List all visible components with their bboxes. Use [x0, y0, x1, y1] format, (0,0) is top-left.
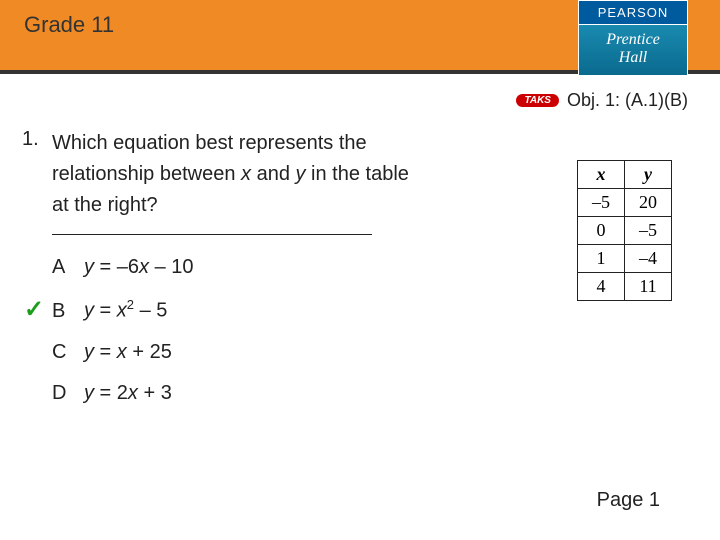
header-bar: Grade 11 PEARSON Prentice Hall — [0, 0, 720, 74]
checkmark-icon: ✓ — [24, 295, 44, 324]
table-row: –520 — [578, 189, 672, 217]
taks-badge: TAKS — [516, 94, 558, 107]
equation-a: y = –6x – 10 — [84, 256, 194, 279]
choice-b: ✓ B y = x2 – 5 — [52, 297, 194, 323]
page-number: Page 1 — [597, 489, 660, 512]
table-row: 1–4 — [578, 245, 672, 273]
pearson-label: PEARSON — [578, 0, 688, 24]
choice-c: C y = x + 25 — [52, 341, 194, 364]
publisher-logo: PEARSON Prentice Hall — [578, 0, 688, 78]
question-divider — [52, 234, 372, 235]
prentice-hall-label: Prentice Hall — [578, 24, 688, 76]
question-number: 1. — [22, 128, 39, 151]
equation-b: y = x2 – 5 — [84, 297, 167, 323]
equation-d: y = 2x + 3 — [84, 382, 172, 405]
header-y: y — [625, 161, 672, 189]
header-x: x — [578, 161, 625, 189]
objective-row: TAKS Obj. 1: (A.1)(B) — [516, 90, 688, 111]
xy-table: x y –520 0–5 1–4 411 — [577, 160, 672, 301]
answer-choices: A y = –6x – 10 ✓ B y = x2 – 5 C y = x + … — [52, 256, 194, 423]
grade-label: Grade 11 — [24, 12, 114, 38]
table-row: 0–5 — [578, 217, 672, 245]
table-header-row: x y — [578, 161, 672, 189]
choice-a: A y = –6x – 10 — [52, 256, 194, 279]
question-text: Which equation best represents the relat… — [52, 128, 412, 221]
table-row: 411 — [578, 273, 672, 301]
objective-text: Obj. 1: (A.1)(B) — [567, 90, 688, 111]
equation-c: y = x + 25 — [84, 341, 172, 364]
choice-d: D y = 2x + 3 — [52, 382, 194, 405]
